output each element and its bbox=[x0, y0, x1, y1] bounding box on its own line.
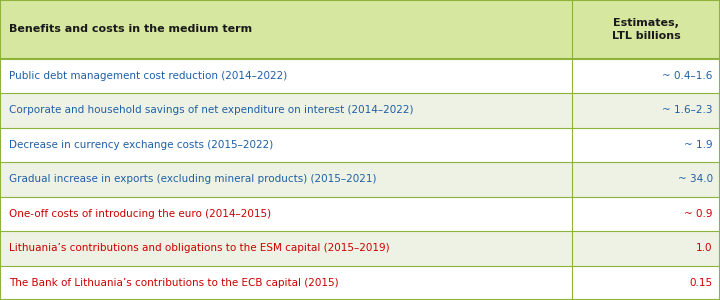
Text: Decrease in currency exchange costs (2015–2022): Decrease in currency exchange costs (201… bbox=[9, 140, 274, 150]
Text: The Bank of Lithuania’s contributions to the ECB capital (2015): The Bank of Lithuania’s contributions to… bbox=[9, 278, 339, 288]
Text: Lithuania’s contributions and obligations to the ESM capital (2015–2019): Lithuania’s contributions and obligation… bbox=[9, 243, 390, 253]
Text: Estimates,
LTL billions: Estimates, LTL billions bbox=[612, 18, 680, 41]
Text: Benefits and costs in the medium term: Benefits and costs in the medium term bbox=[9, 24, 253, 34]
Bar bbox=[0, 93, 720, 128]
Text: One-off costs of introducing the euro (2014–2015): One-off costs of introducing the euro (2… bbox=[9, 209, 271, 219]
Bar bbox=[0, 128, 720, 162]
Text: ~ 0.4–1.6: ~ 0.4–1.6 bbox=[662, 71, 713, 81]
Text: Gradual increase in exports (excluding mineral products) (2015–2021): Gradual increase in exports (excluding m… bbox=[9, 174, 377, 184]
Bar bbox=[0, 162, 720, 196]
Bar bbox=[0, 266, 720, 300]
Text: ~ 1.9: ~ 1.9 bbox=[684, 140, 713, 150]
Text: Public debt management cost reduction (2014–2022): Public debt management cost reduction (2… bbox=[9, 71, 287, 81]
Bar bbox=[0, 0, 720, 58]
Text: ~ 0.9: ~ 0.9 bbox=[684, 209, 713, 219]
Bar bbox=[0, 58, 720, 93]
Text: Corporate and household savings of net expenditure on interest (2014–2022): Corporate and household savings of net e… bbox=[9, 105, 414, 115]
Bar bbox=[0, 196, 720, 231]
Bar bbox=[0, 231, 720, 266]
Text: ~ 34.0: ~ 34.0 bbox=[678, 174, 713, 184]
Text: ~ 1.6–2.3: ~ 1.6–2.3 bbox=[662, 105, 713, 115]
Text: 1.0: 1.0 bbox=[696, 243, 713, 253]
Text: 0.15: 0.15 bbox=[690, 278, 713, 288]
